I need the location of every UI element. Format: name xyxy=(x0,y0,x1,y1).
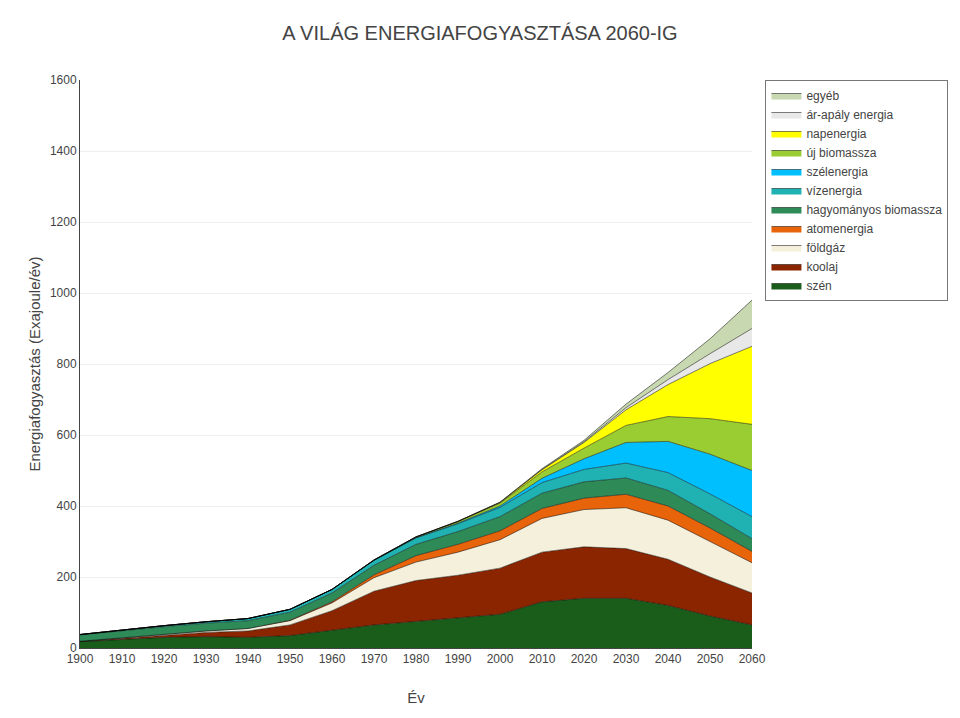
svg-text:1950: 1950 xyxy=(277,652,304,666)
svg-text:1400: 1400 xyxy=(50,144,77,158)
svg-text:1910: 1910 xyxy=(109,652,136,666)
svg-text:földgáz: földgáz xyxy=(806,241,845,255)
svg-text:1990: 1990 xyxy=(445,652,472,666)
svg-text:1600: 1600 xyxy=(50,73,77,87)
svg-text:0: 0 xyxy=(70,641,77,655)
svg-text:1000: 1000 xyxy=(50,286,77,300)
svg-text:1940: 1940 xyxy=(235,652,262,666)
svg-text:2060: 2060 xyxy=(739,652,766,666)
svg-text:2000: 2000 xyxy=(487,652,514,666)
svg-text:400: 400 xyxy=(57,499,77,513)
svg-text:Év: Év xyxy=(407,689,425,706)
svg-text:szén: szén xyxy=(806,279,831,293)
svg-text:vízenergia: vízenergia xyxy=(806,184,862,198)
svg-text:200: 200 xyxy=(57,570,77,584)
svg-text:1920: 1920 xyxy=(151,652,178,666)
svg-text:új biomassza: új biomassza xyxy=(806,146,876,160)
svg-text:1980: 1980 xyxy=(403,652,430,666)
svg-text:ár-apály energia: ár-apály energia xyxy=(806,108,893,122)
svg-text:szélenergia: szélenergia xyxy=(806,165,868,179)
svg-text:1200: 1200 xyxy=(50,215,77,229)
svg-text:1960: 1960 xyxy=(319,652,346,666)
svg-text:1970: 1970 xyxy=(361,652,388,666)
svg-text:egyéb: egyéb xyxy=(806,89,839,103)
svg-text:2020: 2020 xyxy=(571,652,598,666)
svg-text:2050: 2050 xyxy=(697,652,724,666)
svg-text:hagyományos biomassza: hagyományos biomassza xyxy=(806,203,942,217)
svg-text:2030: 2030 xyxy=(613,652,640,666)
svg-text:800: 800 xyxy=(57,357,77,371)
svg-text:600: 600 xyxy=(57,428,77,442)
svg-text:A VILÁG ENERGIAFOGYASZTÁSA 206: A VILÁG ENERGIAFOGYASZTÁSA 2060-IG xyxy=(282,22,677,44)
svg-text:atomenergia: atomenergia xyxy=(806,222,873,236)
svg-text:2010: 2010 xyxy=(529,652,556,666)
svg-text:napenergia: napenergia xyxy=(806,127,866,141)
svg-text:1930: 1930 xyxy=(193,652,220,666)
svg-text:2040: 2040 xyxy=(655,652,682,666)
svg-text:1900: 1900 xyxy=(67,652,94,666)
svg-text:Energiafogyasztás (Exajoule/év: Energiafogyasztás (Exajoule/év) xyxy=(26,256,43,471)
svg-text:koolaj: koolaj xyxy=(806,260,837,274)
